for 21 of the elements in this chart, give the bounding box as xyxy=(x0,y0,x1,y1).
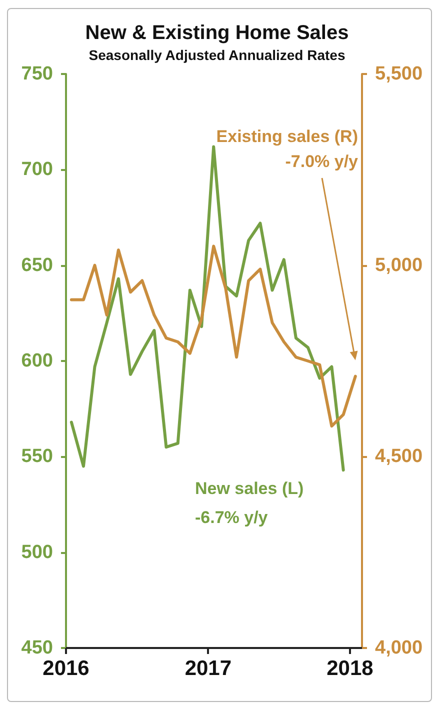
line-series xyxy=(70,244,357,428)
annotation: -7.0% y/y xyxy=(285,152,358,172)
x-tick-label: 2017 xyxy=(184,657,232,680)
y-tick-label: 550 xyxy=(21,446,53,468)
annotation: -6.7% y/y xyxy=(195,508,268,528)
x-tick-label: 2018 xyxy=(326,657,374,680)
x-tick-label: 2016 xyxy=(42,657,90,680)
y-tick-label: 450 xyxy=(21,638,53,658)
y-tick-label: 650 xyxy=(21,254,53,276)
y2-tick-label: 5,500 xyxy=(375,64,423,84)
y2-tick-label: 4,500 xyxy=(375,446,423,468)
y-tick-label: 700 xyxy=(21,159,53,180)
y-tick-label: 600 xyxy=(21,350,53,372)
y2-tick-label: 5,000 xyxy=(375,254,423,276)
text: Existing sales (R) xyxy=(216,127,358,147)
y-tick-label: 500 xyxy=(21,542,53,563)
chart-title: New & Existing Home Sales xyxy=(85,22,349,44)
text: New sales (L) xyxy=(195,479,304,499)
chart-subtitle: Seasonally Adjusted Annualized Rates xyxy=(88,47,346,63)
y2-tick-label: 4,000 xyxy=(375,638,423,658)
y-tick-label: 750 xyxy=(21,64,53,84)
